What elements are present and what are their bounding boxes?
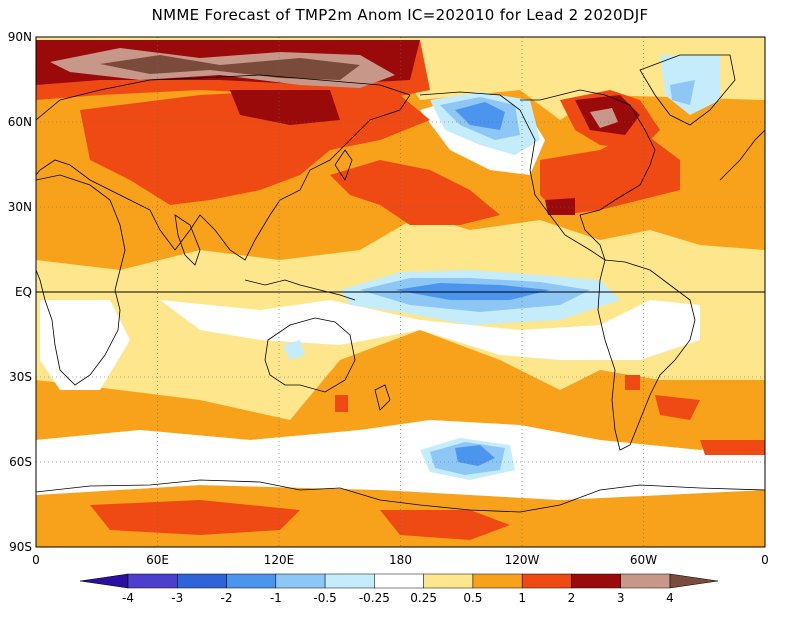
- region-cyan-australia: [283, 340, 305, 360]
- colorbar-label: -4: [122, 591, 134, 605]
- coast-greenland: [639, 54, 736, 126]
- colorbar-swatch: [571, 573, 621, 589]
- colorbar-swatch: [324, 573, 375, 589]
- lon-label: 120W: [505, 553, 540, 567]
- region-blue-southern: [455, 445, 495, 466]
- colorbar-label: -2: [221, 591, 233, 605]
- coast-south-america: [597, 259, 696, 451]
- lat-label: 60N: [8, 115, 32, 129]
- coast-maritime: [244, 279, 356, 301]
- region-red-eurasia: [80, 90, 430, 205]
- coast-africa: [36, 174, 126, 386]
- lat-label: 30N: [8, 200, 32, 214]
- chart-title: NMME Forecast of TMP2m Anom IC=202010 fo…: [151, 6, 649, 24]
- colorbar-swatch: [275, 573, 326, 589]
- colorbar-label: 1: [518, 591, 526, 605]
- colorbar-label: 0.5: [463, 591, 482, 605]
- colorbar-swatch: [374, 573, 424, 589]
- coast-india: [174, 214, 201, 266]
- region-red-north-pacific: [330, 160, 500, 225]
- region-lightblue-greenland: [670, 80, 695, 105]
- colorbar-label: 2: [568, 591, 576, 605]
- region-darkred-siberia: [230, 90, 340, 125]
- region-red-south-america: [625, 375, 640, 390]
- map-frame: [35, 36, 766, 548]
- lat-label: 90S: [9, 540, 32, 554]
- coast-newzealand: [374, 384, 391, 411]
- region-red-southwest-pacific: [655, 395, 700, 420]
- colorbar-label: -0.5: [313, 591, 336, 605]
- region-red-atlantic-south: [700, 440, 765, 455]
- coast-japan: [334, 149, 353, 181]
- colorbar-swatch: [472, 573, 523, 589]
- graticule: [36, 37, 765, 547]
- region-brown-arctic: [100, 55, 360, 80]
- colorbar-label: 3: [617, 591, 625, 605]
- colorbar-swatch: [177, 573, 227, 589]
- coast-australia: [264, 317, 356, 393]
- colorbar-label: -1: [270, 591, 282, 605]
- colorbar-left-extension: [79, 573, 129, 589]
- colorbar-swatch: [226, 573, 277, 589]
- colorbar-swatch: [423, 573, 474, 589]
- region-white-southern: [36, 420, 765, 500]
- lon-label: 60W: [630, 553, 657, 567]
- lat-label: 60S: [9, 455, 32, 469]
- lon-label: 60E: [146, 553, 169, 567]
- colorbar-swatch: [521, 573, 572, 589]
- lon-label: 0: [761, 553, 769, 567]
- region-red-antarctic: [90, 500, 300, 535]
- lon-label: 120E: [264, 553, 295, 567]
- coast-eurasia: [36, 74, 411, 261]
- region-blue-alaska: [455, 102, 505, 130]
- region-red-antarctic-2: [380, 510, 510, 540]
- coastlines: [36, 54, 765, 513]
- lat-label: 90N: [8, 30, 32, 44]
- colorbar-label: 4: [666, 591, 674, 605]
- colorbar-label: -0.25: [359, 591, 390, 605]
- region-red-south-indian: [335, 395, 348, 412]
- lat-label: EQ: [15, 285, 32, 299]
- colorbar-label: -3: [171, 591, 183, 605]
- lon-label: 180: [389, 553, 412, 567]
- coast-antarctica: [36, 479, 765, 513]
- region-darkred-us-south: [545, 198, 575, 215]
- lat-label: 30S: [9, 370, 32, 384]
- lon-label: 0: [32, 553, 40, 567]
- region-white-tropics: [160, 300, 700, 360]
- latitude-axis: 90N 60N 30N EQ 30S 60S 90S: [8, 30, 32, 554]
- colorbar: -4 -3 -2 -1 -0.5 -0.25 0.25 0.5 1 2 3 4: [79, 573, 719, 605]
- coast-europe-west: [719, 129, 765, 181]
- region-red-north-america: [540, 130, 680, 215]
- region-white-africa: [40, 300, 130, 390]
- region-pink-hudson: [590, 108, 618, 128]
- colorbar-swatch: [620, 573, 671, 589]
- colorbar-right-extension: [669, 573, 719, 589]
- coast-north-america: [419, 89, 656, 261]
- colorbar-swatch: [127, 573, 178, 589]
- longitude-axis: 0 60E 120E 180 120W 60W 0: [32, 553, 769, 567]
- colorbar-label: 0.25: [410, 591, 437, 605]
